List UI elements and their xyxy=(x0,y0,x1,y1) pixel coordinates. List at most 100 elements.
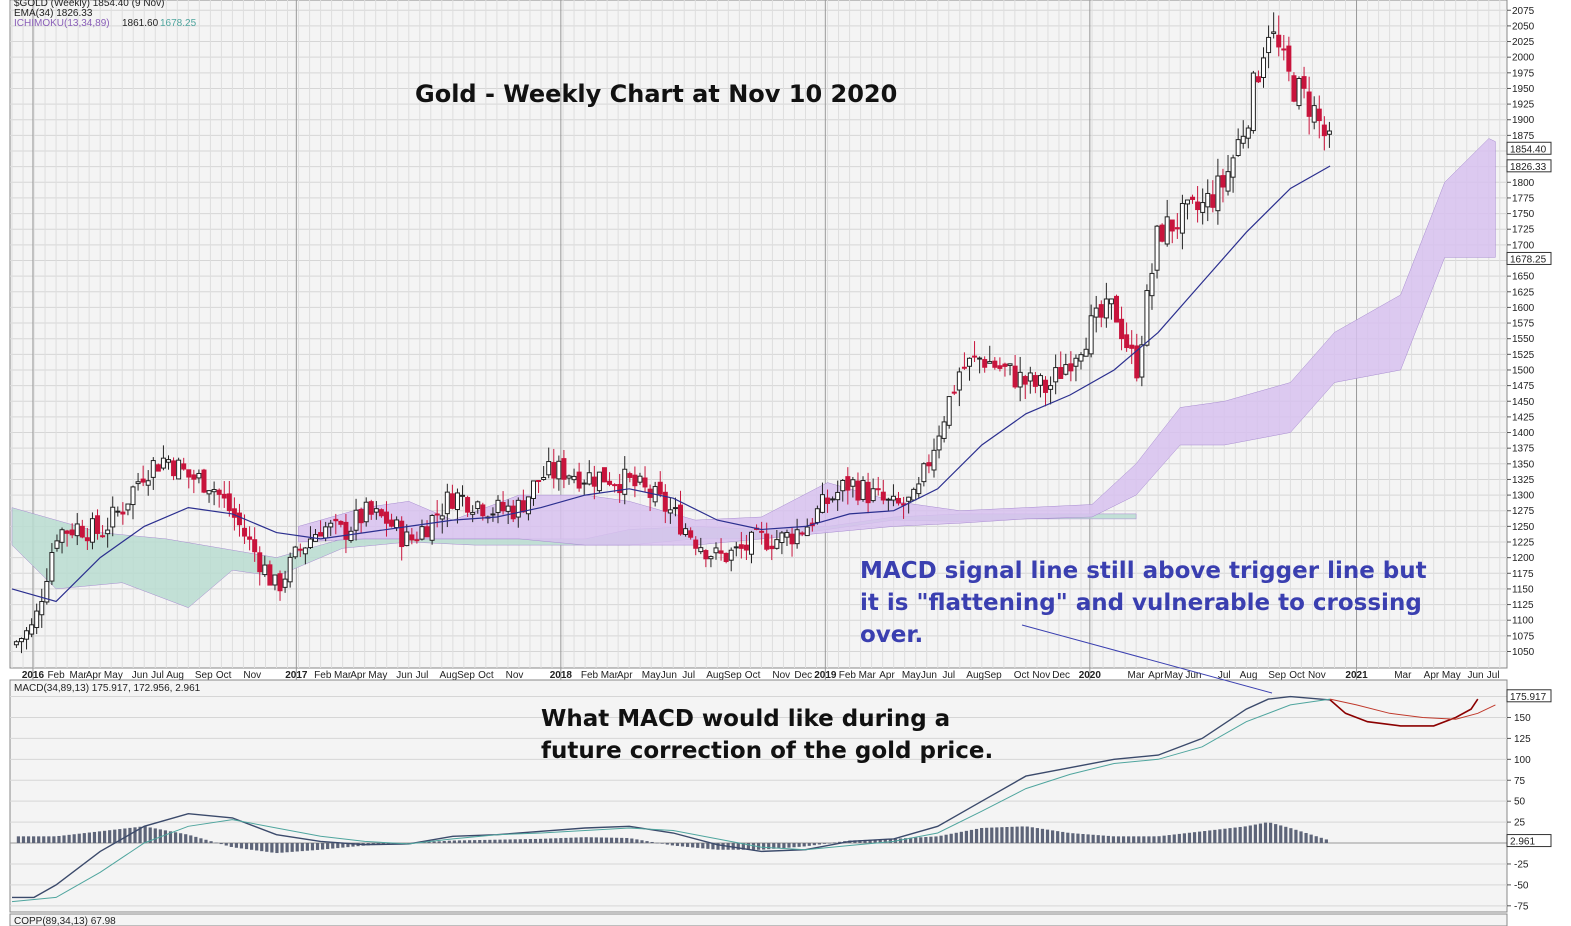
candle-body xyxy=(581,482,587,485)
price-tick-label: 1525 xyxy=(1512,350,1535,361)
candle-body xyxy=(480,504,486,517)
histogram-bar xyxy=(184,834,188,844)
histogram-bar xyxy=(1040,828,1045,844)
candle-body xyxy=(972,355,978,358)
x-tick-label: Nov xyxy=(1032,670,1050,681)
candle-body xyxy=(176,459,182,480)
correction-note-line-1: What MACD would like during a xyxy=(541,706,950,732)
price-tick-label: 1125 xyxy=(1512,600,1534,611)
candle-body xyxy=(551,462,557,479)
candle-body xyxy=(774,539,780,549)
x-tick-label: Apr xyxy=(350,670,366,681)
candle-body xyxy=(140,478,146,483)
histogram-bar xyxy=(52,836,56,844)
candle-body xyxy=(424,526,430,538)
candle-body xyxy=(135,481,141,485)
candle-body xyxy=(1073,357,1079,367)
price-last-tag: 1854.40 xyxy=(1510,144,1547,155)
candle-body xyxy=(1195,201,1201,211)
candle-body xyxy=(1220,175,1226,188)
histogram-bar xyxy=(118,829,122,844)
price-legend: $GOLD (Weekly) 1854.40 (9 Nov) xyxy=(14,0,164,9)
x-tick-label: Jul xyxy=(151,670,164,681)
candle-body xyxy=(1255,76,1261,83)
histogram-bar xyxy=(1061,831,1065,844)
histogram-bar xyxy=(1248,825,1252,844)
histogram-bar xyxy=(701,843,705,849)
histogram-bar xyxy=(1010,826,1014,844)
histogram-bar xyxy=(47,836,51,844)
histogram-bar xyxy=(1243,826,1247,844)
histogram-bar xyxy=(498,839,502,844)
histogram-bar xyxy=(660,843,664,844)
histogram-bar xyxy=(640,840,644,844)
candle-body xyxy=(155,464,161,472)
price-tick-label: 1350 xyxy=(1512,459,1535,470)
histogram-bar xyxy=(635,839,639,844)
histogram-bar xyxy=(320,843,325,850)
macd-last-tag: 175.917 xyxy=(1510,692,1547,703)
histogram-bar xyxy=(1056,831,1060,844)
x-tick-label: Jun xyxy=(1185,670,1201,681)
histogram-bar xyxy=(995,827,999,844)
histogram-bar xyxy=(954,832,958,844)
histogram-bar xyxy=(478,840,482,844)
histogram-bar xyxy=(736,843,740,850)
candle-body xyxy=(693,539,699,549)
candle-body xyxy=(546,461,552,476)
histogram-bar xyxy=(974,828,979,844)
candle-body xyxy=(115,510,121,513)
x-tick-label: May xyxy=(642,670,661,681)
histogram-bar xyxy=(574,837,578,844)
x-tick-label: Jun xyxy=(921,670,937,681)
x-tick-label: 2016 xyxy=(22,670,45,681)
x-tick-label: Oct xyxy=(216,670,232,681)
candle-body xyxy=(743,544,749,551)
candle-body xyxy=(490,513,496,516)
histogram-bar xyxy=(250,843,254,850)
candle-body xyxy=(130,486,136,506)
macd-histogram xyxy=(16,822,1328,854)
histogram-bar xyxy=(1091,834,1095,844)
histogram-bar xyxy=(944,834,948,844)
histogram-bar xyxy=(1147,836,1151,844)
candle-body xyxy=(1134,345,1140,379)
histogram-bar xyxy=(331,843,335,849)
histogram-bar xyxy=(604,837,609,844)
histogram-bar xyxy=(569,837,573,844)
candle-body xyxy=(1159,224,1165,242)
histogram-bar xyxy=(462,840,467,844)
candle-body xyxy=(495,499,501,513)
ichimoku-legend: ICHIMOKU(13,34,89) xyxy=(14,18,110,29)
histogram-bar xyxy=(194,836,198,844)
price-tick-label: 1700 xyxy=(1512,240,1535,251)
histogram-bar xyxy=(199,838,203,844)
candle-body xyxy=(956,371,962,391)
histogram-bar xyxy=(990,827,994,844)
histogram-bar xyxy=(326,843,330,850)
candle-body xyxy=(1245,127,1251,139)
histogram-bar xyxy=(878,839,882,844)
candle-body xyxy=(931,449,937,471)
candle-body xyxy=(1179,203,1185,234)
candle-body xyxy=(1250,72,1256,132)
histogram-bar xyxy=(1101,835,1105,844)
histogram-bar xyxy=(153,828,157,844)
histogram-bar xyxy=(1182,833,1187,844)
candle-body xyxy=(936,435,942,451)
macd-legend: MACD(34,89,13) 175.917, 172.956, 2.961 xyxy=(14,683,201,694)
x-tick-label: Aug xyxy=(440,670,458,681)
candle-body xyxy=(100,535,106,538)
histogram-bar xyxy=(1299,831,1303,844)
candle-body xyxy=(627,473,633,478)
x-tick-label: May xyxy=(104,670,123,681)
histogram-bar xyxy=(1304,832,1308,844)
candle-body xyxy=(34,610,40,629)
candle-body xyxy=(1184,199,1190,205)
candle-body xyxy=(110,506,116,528)
x-tick-label: Feb xyxy=(581,670,599,681)
candle-body xyxy=(54,540,60,549)
histogram-bar xyxy=(447,840,451,844)
histogram-bar xyxy=(1137,836,1141,844)
macd-note-line-1: MACD signal line still above trigger lin… xyxy=(860,558,1427,584)
